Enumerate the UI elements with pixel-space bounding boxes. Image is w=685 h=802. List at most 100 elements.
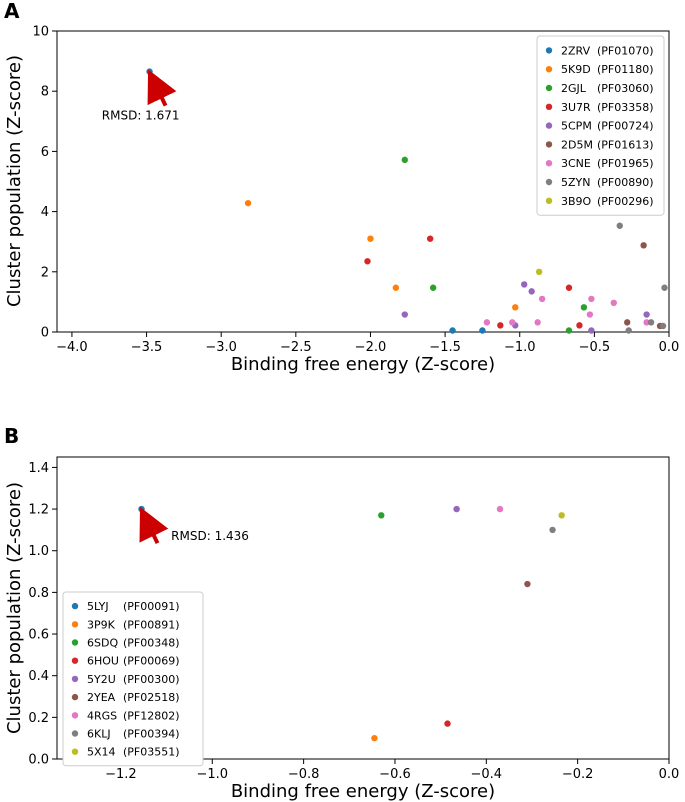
legend-id-2zrv: (PF01070)	[597, 44, 654, 57]
x-tick-label: −2.0	[355, 340, 387, 355]
legend-id-4rgs: (PF12802)	[123, 709, 180, 722]
x-tick-label: −0.4	[471, 767, 503, 782]
legend-id-3u7r: (PF03358)	[597, 101, 654, 114]
legend-marker-5zyn	[545, 178, 553, 186]
x-tick-label: −4.0	[56, 340, 88, 355]
legend-label-3cne: 3CNE	[561, 157, 591, 170]
annotation-label-b: RMSD: 1.436	[171, 529, 249, 543]
data-point-3cne	[588, 295, 595, 303]
y-tick-label: 0.8	[28, 586, 49, 601]
legend-id-6klj: (PF00394)	[123, 728, 180, 741]
y-tick-label: 1.0	[28, 544, 49, 559]
legend-id-5k9d: (PF01180)	[597, 63, 654, 76]
data-point-2zrv	[449, 327, 456, 334]
legend-id-6sdq: (PF00348)	[123, 637, 180, 650]
data-point-5k9d	[512, 304, 519, 311]
data-point-5cpm	[643, 311, 650, 318]
x-tick-label: −2.5	[280, 340, 312, 355]
legend-id-5zyn: (PF00890)	[597, 176, 654, 189]
legend-marker-3b9o	[545, 197, 553, 204]
legend-label-6klj: 6KLJ	[87, 728, 111, 741]
legend-marker-3p9k	[71, 621, 79, 628]
legend-id-6hou: (PF00069)	[123, 655, 180, 668]
annotation-b: RMSD: 1.436	[139, 506, 249, 544]
y-axis-label-a: Cluster population (Z-score)	[4, 55, 25, 307]
data-point-3cne	[643, 319, 650, 326]
legend-marker-5y2u	[71, 675, 79, 683]
x-tick-label: −0.5	[579, 340, 611, 355]
x-axis-label-a: Binding free energy (Z-score)	[231, 354, 495, 375]
data-point-2gjl	[580, 304, 588, 311]
y-tick-label: 8	[41, 85, 49, 100]
y-tick-label: 2	[41, 265, 49, 280]
legend-label-5y2u: 5Y2U	[87, 673, 116, 686]
data-point-3cne	[586, 311, 594, 318]
legend-box	[62, 591, 204, 767]
legend-marker-5lyj	[71, 602, 79, 610]
data-point-3u7r	[497, 322, 504, 329]
legend-marker-5k9d	[545, 66, 553, 73]
data-point-2zrv	[479, 327, 486, 334]
data-point-5lyj	[138, 505, 145, 513]
legend-marker-5cpm	[545, 122, 553, 129]
legend-marker-6hou	[71, 657, 79, 664]
legend-id-3cne: (PF01965)	[597, 157, 654, 170]
data-point-3b9o	[535, 268, 543, 275]
y-tick-label: 0.4	[28, 669, 49, 684]
panel-b: B −1.2 −1.0 −0.8 −0.6 −0.4 −0.2 0.0 0.0 0.2 0.4 0.…	[4, 424, 679, 802]
legend-marker-5x14	[71, 748, 79, 755]
data-point-5cpm	[401, 311, 408, 318]
legend-label-5zyn: 5ZYN	[561, 176, 590, 189]
data-point-5y2u	[453, 505, 460, 513]
legend-label-3u7r: 3U7R	[561, 101, 591, 114]
data-point-3u7r	[565, 284, 573, 291]
x-tick-label: −1.0	[196, 767, 228, 782]
data-point-5zyn	[647, 319, 655, 326]
panel-letter-a: A	[4, 0, 20, 23]
legend-label-2gjl: 2GJL	[561, 82, 587, 95]
x-tick-label: 0.0	[659, 340, 680, 355]
legend-marker-6klj	[71, 730, 79, 737]
legend-label-3p9k: 3P9K	[87, 618, 116, 631]
y-tick-label: 0	[41, 326, 49, 341]
data-point-3u7r	[426, 235, 434, 242]
legend-id-5cpm: (PF00724)	[597, 120, 654, 133]
data-point-3cne	[509, 319, 516, 326]
x-axis-label-b: Binding free energy (Z-score)	[231, 781, 495, 802]
legend-id-5x14: (PF03551)	[123, 746, 180, 759]
annotation-arrow-b	[139, 506, 169, 544]
legend-label-3b9o: 3B9O	[561, 195, 592, 208]
data-point-5cpm	[528, 288, 535, 295]
y-tick-label: 4	[41, 205, 49, 220]
legend-label-2d5m: 2D5M	[561, 138, 593, 151]
legend-marker-2zrv	[545, 47, 553, 54]
data-point-6hou	[444, 720, 451, 727]
x-tick-label: −3.5	[131, 340, 163, 355]
legend-label-5lyj: 5LYJ	[87, 600, 109, 613]
legend-marker-3u7r	[545, 103, 553, 111]
data-point-3cne	[538, 295, 546, 303]
data-point-2yea	[524, 580, 531, 588]
annotation-a: RMSD: 1.671	[102, 69, 180, 122]
data-point-5cpm	[588, 327, 595, 334]
legend-box	[536, 35, 665, 216]
legend-a: 2ZRV (PF01070) 5K9D (PF01180) 2GJL (PF03060) 3…	[536, 35, 665, 216]
annotation-label-a: RMSD: 1.671	[102, 108, 180, 122]
x-tick-label: −0.2	[562, 767, 594, 782]
x-tick-label: −1.0	[504, 340, 536, 355]
legend-label-5k9d: 5K9D	[561, 63, 591, 76]
legend-label-2zrv: 2ZRV	[561, 44, 591, 57]
legend-id-2yea: (PF02518)	[123, 691, 180, 704]
ticks-a: −4.0 −3.5 −3.0 −2.5 −2.0 −1.5 −1.0 −0.5 0.0 0 2 4 6 8…	[32, 25, 679, 356]
legend-marker-4rgs	[71, 712, 79, 719]
y-tick-label: 0.6	[28, 628, 49, 643]
legend-id-2d5m: (PF01613)	[597, 138, 654, 151]
legend-label-6sdq: 6SDQ	[87, 637, 118, 650]
y-tick-label: 10	[32, 25, 49, 40]
legend-id-2gjl: (PF03060)	[597, 82, 654, 95]
legend-marker-2gjl	[545, 84, 553, 92]
legend-id-3b9o: (PF00296)	[597, 195, 654, 208]
data-point-2d5m	[640, 242, 647, 249]
x-tick-label: −1.5	[429, 340, 461, 355]
